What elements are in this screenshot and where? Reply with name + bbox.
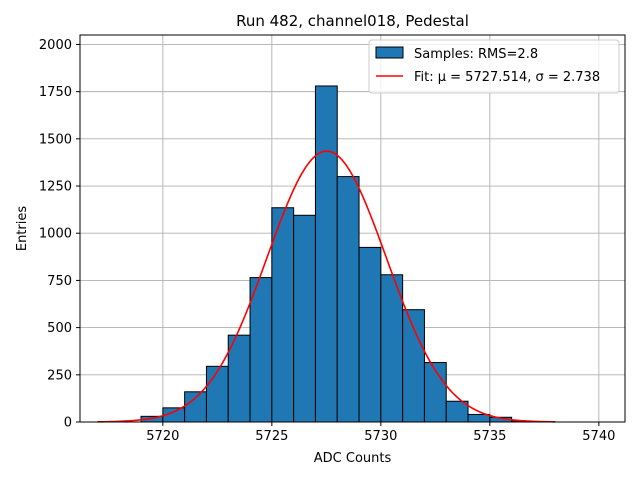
- legend-label-samples: Samples: RMS=2.8: [414, 47, 538, 62]
- histogram-bar: [336, 176, 360, 423]
- legend-bar-swatch: [375, 46, 404, 59]
- gaussian-fit-line: [97, 150, 556, 423]
- y-tick-label: 250: [47, 368, 72, 383]
- y-tick-label: 0: [64, 416, 72, 431]
- histogram-bar: [249, 277, 273, 423]
- x-tick-label: 5725: [255, 429, 288, 444]
- y-axis-label: Entries: [15, 206, 30, 252]
- x-tick-label: 5735: [473, 429, 506, 444]
- legend: Samples: RMS=2.8 Fit: μ = 5727.514, σ = …: [368, 39, 620, 94]
- x-tick-label: 5740: [582, 429, 615, 444]
- histogram-bar: [271, 207, 295, 423]
- y-tick-label: 1500: [39, 132, 72, 147]
- y-tick-label: 750: [47, 274, 72, 289]
- y-tick-label: 500: [47, 321, 72, 336]
- x-tick-label: 5720: [146, 429, 179, 444]
- histogram-bar: [314, 85, 338, 423]
- histogram-bar: [205, 365, 229, 423]
- histogram-bar: [184, 391, 207, 423]
- x-tick-label: 5730: [364, 429, 397, 444]
- fit-layer: [97, 150, 556, 423]
- histogram-bar: [293, 214, 316, 423]
- y-tick-label: 1250: [39, 180, 72, 195]
- legend-box: [368, 39, 620, 94]
- bar-layer: [140, 85, 534, 423]
- y-tick-label: 1750: [39, 85, 72, 100]
- axis-layer: 5720 5725 5730 5735 5740 0 250 500 750 1000 1250 15…: [39, 38, 615, 444]
- histogram-bar: [380, 274, 404, 423]
- y-tick-label: 1000: [39, 227, 72, 242]
- histogram-bar: [358, 246, 382, 423]
- histogram-bar: [227, 334, 251, 423]
- chart-title: Run 482, channel018, Pedestal: [236, 12, 469, 30]
- x-axis-label: ADC Counts: [314, 451, 392, 466]
- plot-frame: [79, 34, 626, 423]
- histogram-bar: [467, 413, 491, 423]
- y-tick-label: 2000: [39, 38, 72, 53]
- legend-label-fit: Fit: μ = 5727.514, σ = 2.738: [414, 70, 600, 85]
